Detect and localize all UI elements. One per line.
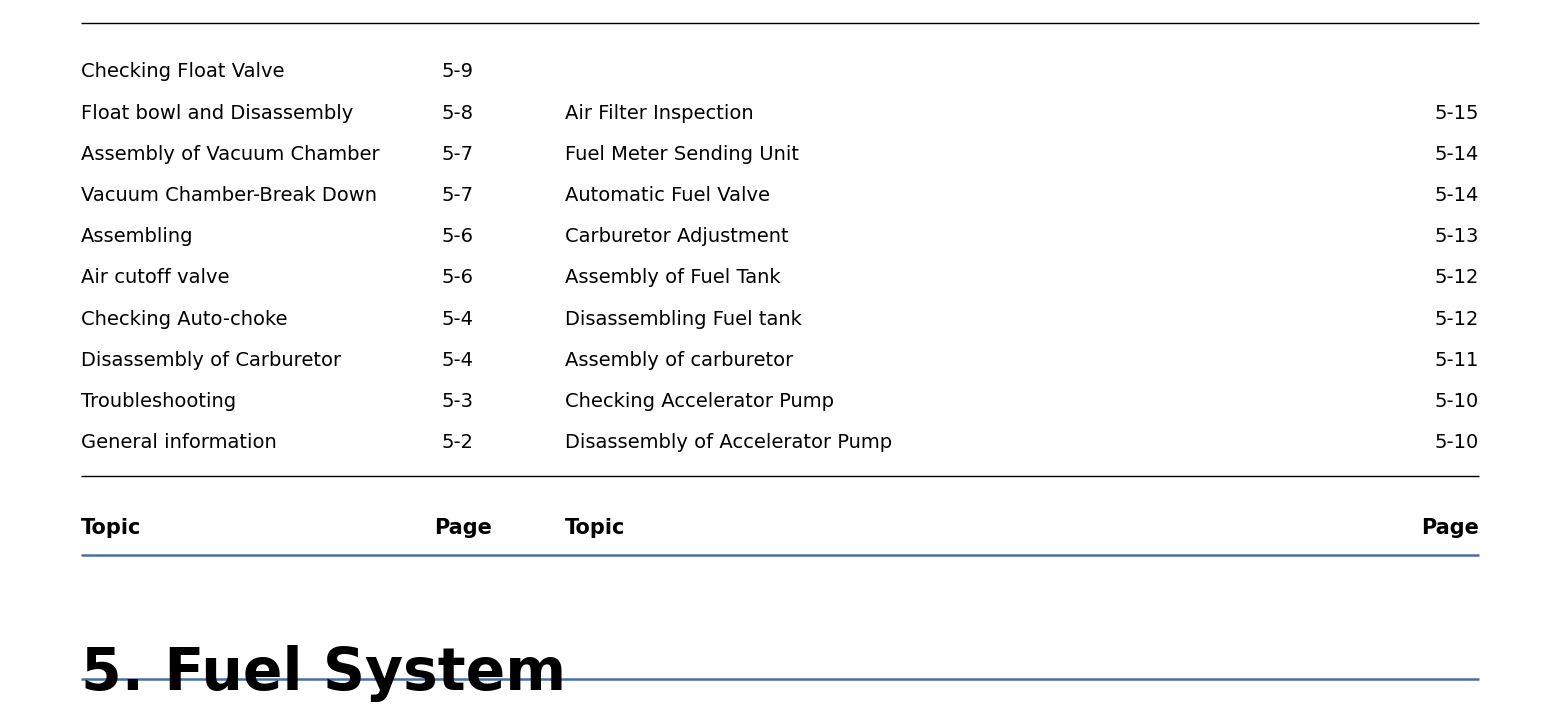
Text: 5-9: 5-9 xyxy=(441,62,474,82)
Text: Assembling: Assembling xyxy=(81,227,193,246)
Text: 5-14: 5-14 xyxy=(1435,186,1479,205)
Text: 5-15: 5-15 xyxy=(1434,104,1479,123)
Text: Fuel Meter Sending Unit: Fuel Meter Sending Unit xyxy=(565,145,799,164)
Text: Checking Float Valve: Checking Float Valve xyxy=(81,62,284,82)
Text: 5-13: 5-13 xyxy=(1435,227,1479,246)
Text: Page: Page xyxy=(434,518,491,538)
Text: 5-2: 5-2 xyxy=(441,433,474,452)
Text: 5-10: 5-10 xyxy=(1435,392,1479,411)
Text: Disassembly of Accelerator Pump: Disassembly of Accelerator Pump xyxy=(565,433,892,452)
Text: Carburetor Adjustment: Carburetor Adjustment xyxy=(565,227,788,246)
Text: 5. Fuel System: 5. Fuel System xyxy=(81,645,566,701)
Text: 5-12: 5-12 xyxy=(1435,310,1479,329)
Text: Automatic Fuel Valve: Automatic Fuel Valve xyxy=(565,186,769,205)
Text: Page: Page xyxy=(1421,518,1479,538)
Text: Air cutoff valve: Air cutoff valve xyxy=(81,268,229,288)
Text: 5-6: 5-6 xyxy=(441,268,474,288)
Text: Disassembling Fuel tank: Disassembling Fuel tank xyxy=(565,310,802,329)
Text: 5-14: 5-14 xyxy=(1435,145,1479,164)
Text: Troubleshooting: Troubleshooting xyxy=(81,392,236,411)
Text: 5-12: 5-12 xyxy=(1435,268,1479,288)
Text: 5-7: 5-7 xyxy=(441,145,474,164)
Text: 5-4: 5-4 xyxy=(441,310,474,329)
Text: Checking Auto-choke: Checking Auto-choke xyxy=(81,310,287,329)
Text: Assembly of Fuel Tank: Assembly of Fuel Tank xyxy=(565,268,780,288)
Text: Float bowl and Disassembly: Float bowl and Disassembly xyxy=(81,104,354,123)
Text: Assembly of Vacuum Chamber: Assembly of Vacuum Chamber xyxy=(81,145,379,164)
Text: General information: General information xyxy=(81,433,276,452)
Text: Air Filter Inspection: Air Filter Inspection xyxy=(565,104,753,123)
Text: 5-6: 5-6 xyxy=(441,227,474,246)
Text: Vacuum Chamber-Break Down: Vacuum Chamber-Break Down xyxy=(81,186,378,205)
Text: Topic: Topic xyxy=(81,518,142,538)
Text: Disassembly of Carburetor: Disassembly of Carburetor xyxy=(81,351,342,370)
Text: 5-10: 5-10 xyxy=(1435,433,1479,452)
Text: Topic: Topic xyxy=(565,518,626,538)
Text: 5-3: 5-3 xyxy=(441,392,474,411)
Text: Assembly of carburetor: Assembly of carburetor xyxy=(565,351,792,370)
Text: 5-4: 5-4 xyxy=(441,351,474,370)
Text: 5-7: 5-7 xyxy=(441,186,474,205)
Text: Checking Accelerator Pump: Checking Accelerator Pump xyxy=(565,392,833,411)
Text: 5-8: 5-8 xyxy=(441,104,474,123)
Text: 5-11: 5-11 xyxy=(1435,351,1479,370)
